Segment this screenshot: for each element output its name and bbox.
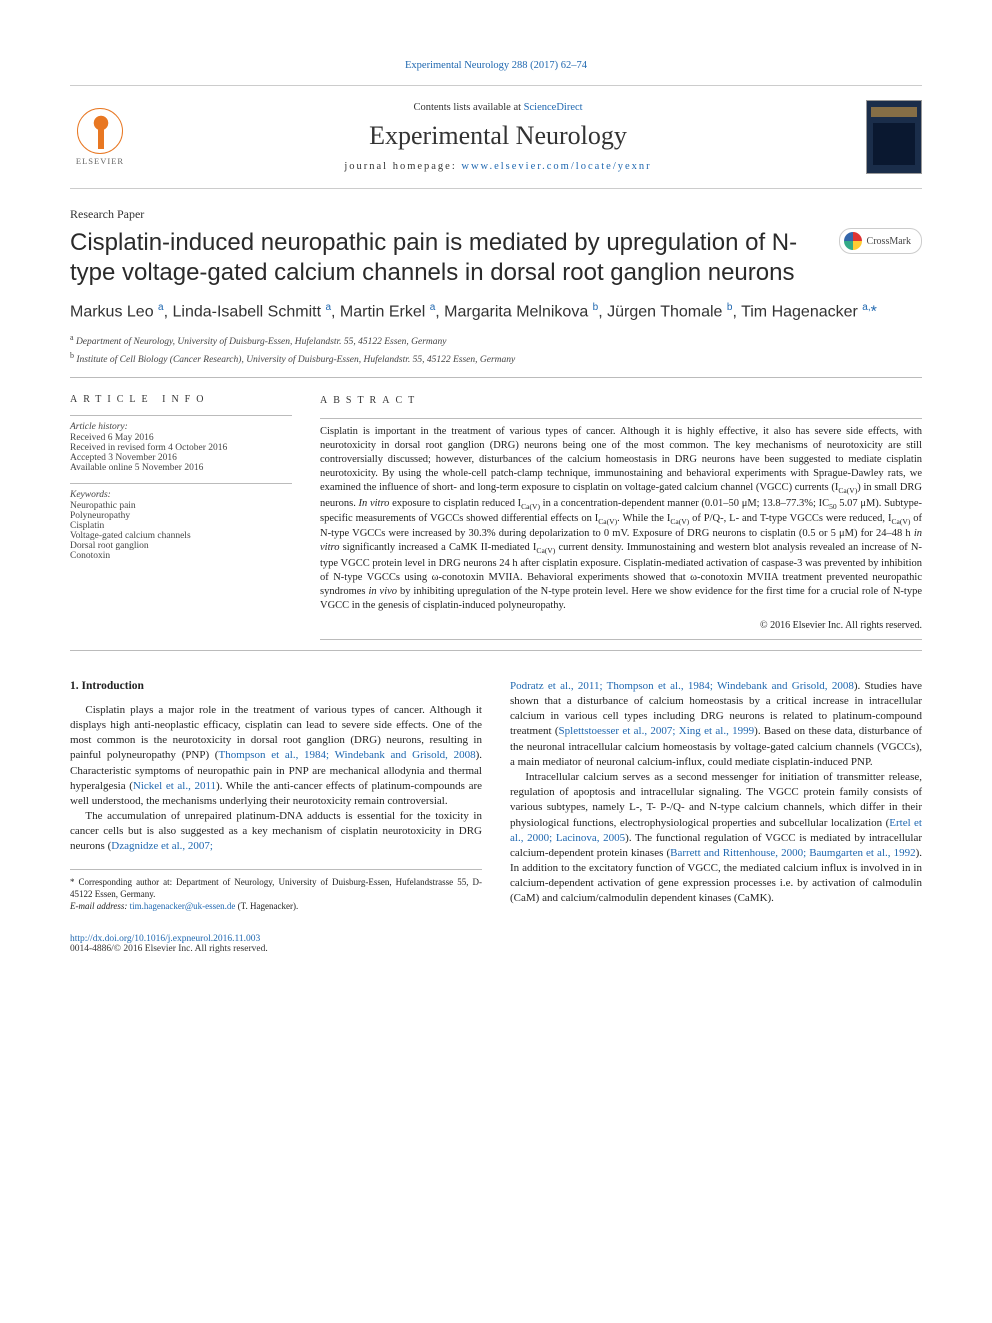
contents-line: Contents lists available at ScienceDirec… bbox=[130, 102, 866, 113]
keyword-item: Polyneuropathy bbox=[70, 511, 292, 521]
homepage-prefix: journal homepage: bbox=[344, 161, 461, 172]
ref-link[interactable]: Podratz et al., 2011; Thompson et al., 1… bbox=[510, 680, 854, 692]
history-item: Received in revised form 4 October 2016 bbox=[70, 443, 292, 453]
history-item: Accepted 3 November 2016 bbox=[70, 453, 292, 463]
keyword-item: Neuropathic pain bbox=[70, 501, 292, 511]
keyword-item: Conotoxin bbox=[70, 551, 292, 561]
journal-name: Experimental Neurology bbox=[130, 121, 866, 151]
article-info: article info Article history: Received 6… bbox=[70, 394, 292, 640]
author-list: Markus Leo a, Linda-Isabell Schmitt a, M… bbox=[70, 300, 922, 324]
corr-email-link[interactable]: tim.hagenacker@uk-essen.de bbox=[130, 901, 236, 911]
citation-link[interactable]: Experimental Neurology 288 (2017) 62–74 bbox=[405, 60, 587, 71]
email-tail: (T. Hagenacker). bbox=[238, 901, 299, 911]
corr-email-line: E-mail address: tim.hagenacker@uk-essen.… bbox=[70, 900, 482, 912]
ref-link[interactable]: Dzagnidze et al., 2007; bbox=[111, 840, 213, 852]
keyword-item: Cisplatin bbox=[70, 521, 292, 531]
crossmark-badge[interactable]: CrossMark bbox=[839, 228, 922, 254]
elsevier-brand: ELSEVIER bbox=[76, 156, 124, 166]
intro-para-2: The accumulation of unrepaired platinum-… bbox=[70, 809, 482, 855]
footer-rights: 0014-4886/© 2016 Elsevier Inc. All right… bbox=[70, 944, 268, 954]
elsevier-logo: ELSEVIER bbox=[70, 102, 130, 172]
sciencedirect-link[interactable]: ScienceDirect bbox=[524, 102, 583, 113]
keyword-item: Dorsal root ganglion bbox=[70, 541, 292, 551]
corresponding-footnote: * Corresponding author at: Department of… bbox=[70, 869, 482, 912]
elsevier-tree-icon bbox=[77, 108, 123, 154]
abstract: abstract Cisplatin is important in the t… bbox=[320, 394, 922, 640]
homepage-line: journal homepage: www.elsevier.com/locat… bbox=[130, 161, 866, 172]
page-footer: http://dx.doi.org/10.1016/j.expneurol.20… bbox=[70, 934, 922, 954]
journal-cover-thumb bbox=[866, 100, 922, 174]
history-item: Available online 5 November 2016 bbox=[70, 463, 292, 473]
keyword-item: Voltage-gated calcium channels bbox=[70, 531, 292, 541]
crossmark-label: CrossMark bbox=[867, 236, 911, 247]
history-label: Article history: bbox=[70, 422, 292, 432]
article-title: Cisplatin-induced neuropathic pain is me… bbox=[70, 228, 825, 288]
corr-author: * Corresponding author at: Department of… bbox=[70, 876, 482, 900]
intro-heading: 1. Introduction bbox=[70, 679, 482, 695]
contents-prefix: Contents lists available at bbox=[413, 102, 523, 113]
article-type: Research Paper bbox=[70, 207, 922, 222]
homepage-link[interactable]: www.elsevier.com/locate/yexnr bbox=[461, 161, 651, 172]
affiliations: a Department of Neurology, University of… bbox=[70, 332, 922, 367]
intro-para-3: Podratz et al., 2011; Thompson et al., 1… bbox=[510, 679, 922, 770]
history-item: Received 6 May 2016 bbox=[70, 433, 292, 443]
intro-para-4: Intracellular calcium serves as a second… bbox=[510, 770, 922, 907]
ref-link[interactable]: Nickel et al., 2011 bbox=[133, 780, 216, 792]
crossmark-icon bbox=[844, 232, 862, 250]
intro-para-1: Cisplatin plays a major role in the trea… bbox=[70, 703, 482, 809]
abstract-text: Cisplatin is important in the treatment … bbox=[320, 425, 922, 614]
keywords-label: Keywords: bbox=[70, 490, 292, 500]
abstract-copyright: © 2016 Elsevier Inc. All rights reserved… bbox=[320, 619, 922, 633]
abstract-heading: abstract bbox=[320, 394, 922, 408]
ref-link[interactable]: Splettstoesser et al., 2007; Xing et al.… bbox=[559, 725, 755, 737]
journal-header: ELSEVIER Contents lists available at Sci… bbox=[70, 85, 922, 189]
doi-link[interactable]: http://dx.doi.org/10.1016/j.expneurol.20… bbox=[70, 934, 260, 944]
ref-link[interactable]: Thompson et al., 1984; Windebank and Gri… bbox=[218, 749, 475, 761]
email-label: E-mail address: bbox=[70, 901, 127, 911]
body-text: 1. Introduction Cisplatin plays a major … bbox=[70, 679, 922, 912]
article-info-heading: article info bbox=[70, 394, 292, 405]
ref-link[interactable]: Barrett and Rittenhouse, 2000; Baumgarte… bbox=[670, 847, 915, 859]
